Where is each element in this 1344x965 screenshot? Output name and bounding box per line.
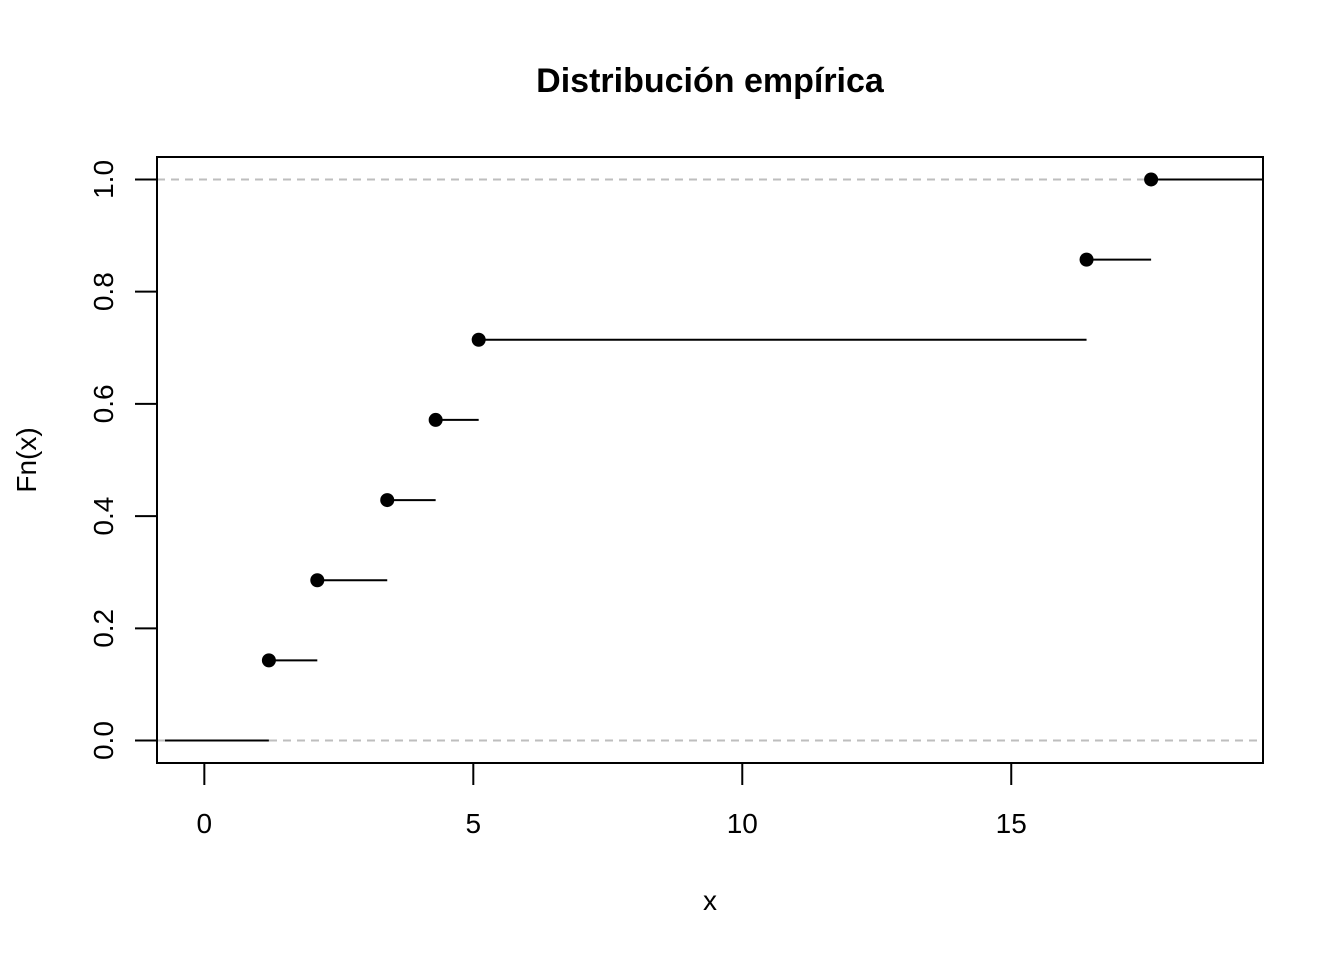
plot-layer: 0 5 10 15 0.0 0.2 0.4 0.6 0.8 1.0 (88, 156, 1264, 839)
data-point-6 (1144, 172, 1159, 187)
data-point-3 (428, 412, 443, 427)
plot-frame (156, 156, 1264, 764)
y-tick-label-0: 0.0 (88, 721, 119, 760)
y-axis-label: Fn(x) (11, 427, 42, 492)
x-tick-label-2: 10 (727, 808, 758, 839)
data-point-2 (380, 493, 395, 508)
y-tick-label-2: 0.4 (88, 497, 119, 536)
y-tick-label-5: 1.0 (88, 160, 119, 199)
chart-title: Distribución empírica (536, 62, 885, 100)
x-tick-label-1: 5 (466, 808, 482, 839)
x-axis-label: x (703, 885, 717, 916)
y-tick-label-4: 0.8 (88, 272, 119, 311)
data-point-0 (261, 653, 276, 668)
x-tick-label-0: 0 (197, 808, 213, 839)
x-tick-label-3: 15 (996, 808, 1027, 839)
y-tick-label-3: 0.6 (88, 384, 119, 423)
data-point-1 (310, 573, 325, 588)
y-tick-label-1: 0.2 (88, 609, 119, 648)
data-point-5 (1079, 252, 1094, 267)
data-point-4 (471, 332, 486, 347)
